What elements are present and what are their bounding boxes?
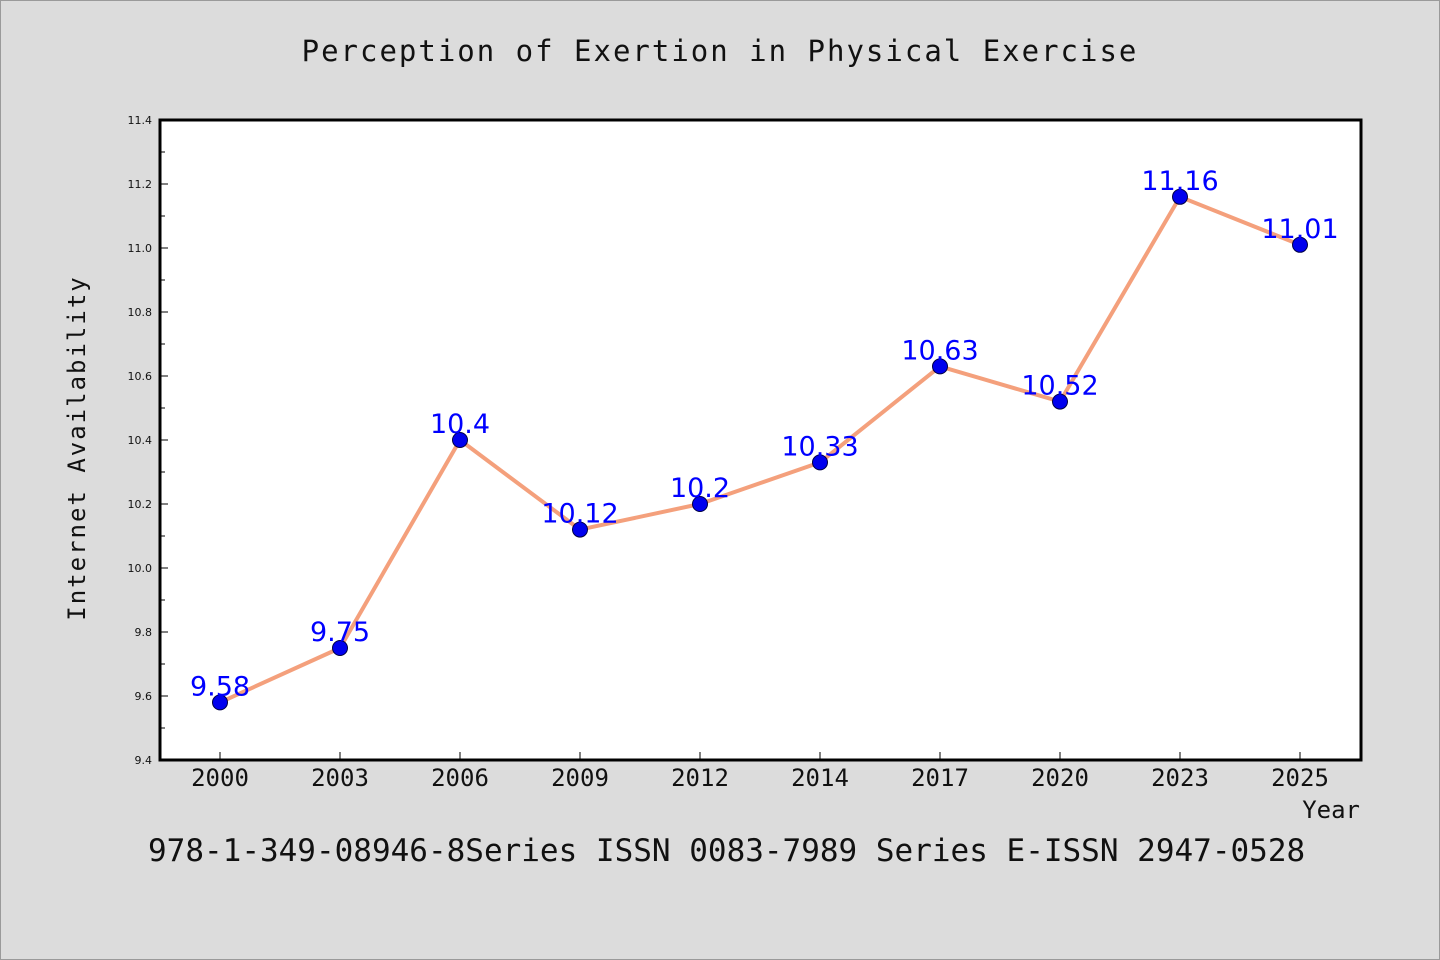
data-point xyxy=(932,358,948,375)
data-point xyxy=(332,640,348,656)
x-tick-label: 2012 xyxy=(671,764,729,792)
data-point xyxy=(1172,188,1188,205)
data-label: 10.33 xyxy=(781,431,858,462)
plot-area xyxy=(158,118,1363,762)
chart-title: Perception of Exertion in Physical Exerc… xyxy=(301,34,1139,68)
series-line xyxy=(219,194,1301,705)
x-axis-label: Year xyxy=(1302,796,1360,824)
data-label: 10.52 xyxy=(1021,371,1098,402)
y-tick-label: 9.6 xyxy=(135,690,153,703)
data-point xyxy=(572,521,588,538)
y-tick-label: 11.4 xyxy=(128,114,153,127)
data-label: 9.58 xyxy=(190,671,250,702)
data-label: 10.4 xyxy=(430,409,490,440)
data-point xyxy=(692,496,708,512)
data-point xyxy=(452,432,468,448)
data-point xyxy=(812,454,828,471)
data-label: 10.63 xyxy=(901,335,978,366)
y-tick-label: 9.4 xyxy=(135,754,153,767)
y-tick-label: 11.2 xyxy=(128,178,153,191)
y-tick-label: 10.6 xyxy=(128,370,153,383)
x-tick-label: 2000 xyxy=(191,764,249,792)
y-tick-label: 9.8 xyxy=(135,626,153,639)
x-axis: 2000 2003 2006 2009 2012 2014 2017 2020 2023 2025 xyxy=(191,752,1329,792)
y-tick-label: 10.0 xyxy=(128,562,153,575)
data-label: 11.01 xyxy=(1261,214,1338,245)
series-group: 9.58 9.75 10.4 10.12 10.2 10.33 10.63 10.52 11.1… xyxy=(190,166,1339,711)
y-tick-label: 11.0 xyxy=(128,242,153,255)
data-label: 10.12 xyxy=(541,499,618,530)
x-tick-label: 2025 xyxy=(1271,764,1329,792)
footer-note: 978-1-349-08946-8Series ISSN 0083-7989 S… xyxy=(148,833,1306,869)
x-tick-label: 2023 xyxy=(1151,764,1209,792)
x-tick-label: 2020 xyxy=(1031,764,1089,792)
data-point xyxy=(1292,236,1308,253)
x-tick-label: 2006 xyxy=(431,764,489,792)
data-label: 10.2 xyxy=(670,473,730,504)
y-tick-label: 10.8 xyxy=(128,306,153,319)
x-tick-label: 2003 xyxy=(311,764,369,792)
data-label: 11.16 xyxy=(1141,166,1218,197)
x-tick-label: 2017 xyxy=(911,764,969,792)
data-point xyxy=(212,694,228,711)
x-tick-label: 2014 xyxy=(791,764,849,792)
y-axis: 9.4 9.6 9.8 10.0 10.2 10.4 10.6 10.8 11.0 11.2 11.… xyxy=(128,114,168,767)
data-point xyxy=(1052,393,1068,410)
y-tick-label: 10.2 xyxy=(128,498,153,511)
x-tick-label: 2009 xyxy=(551,764,609,792)
data-label: 9.75 xyxy=(310,617,370,648)
y-tick-label: 10.4 xyxy=(128,434,153,447)
